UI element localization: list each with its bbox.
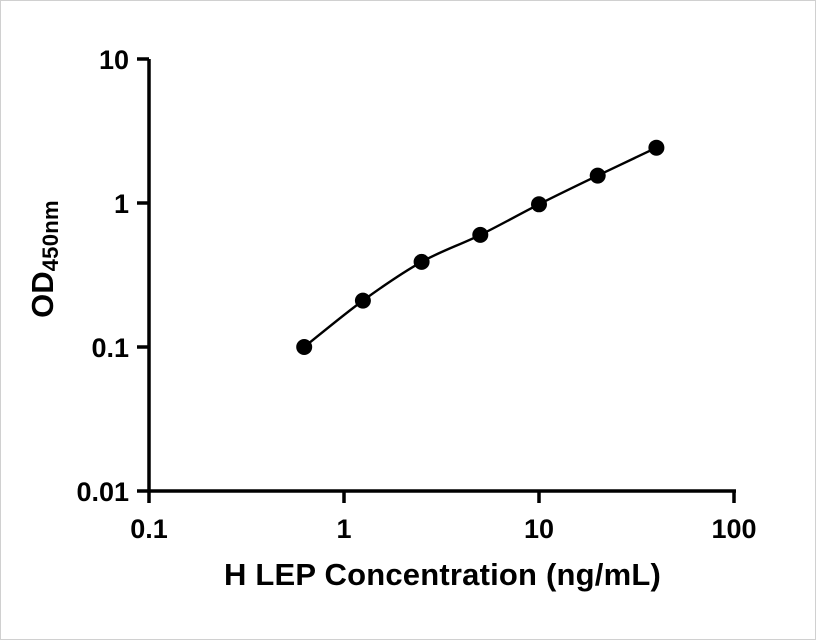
- data-point: [472, 226, 489, 243]
- data-point: [354, 292, 371, 309]
- y-axis-title-main: OD: [25, 271, 60, 318]
- y-axis-title: OD450nm: [25, 200, 63, 318]
- data-point: [648, 139, 665, 156]
- y-axis-title-subscript: 450nm: [38, 200, 63, 272]
- data-point: [413, 253, 430, 270]
- data-point: [296, 339, 313, 355]
- x-axis-title: H LEP Concentration (ng/mL): [223, 557, 662, 592]
- x-tick-label: 0.1: [130, 514, 168, 544]
- x-tick-label: 100: [711, 514, 756, 544]
- y-tick-label: 0.01: [76, 477, 129, 507]
- x-tick-label: 10: [524, 514, 554, 544]
- x-tick-label: 1: [336, 514, 351, 544]
- y-tick-label: 10: [99, 45, 129, 75]
- data-point: [589, 167, 606, 184]
- axes: [147, 59, 736, 493]
- y-tick-label: 0.1: [91, 333, 129, 363]
- y-tick-label: 1: [114, 189, 129, 219]
- data-point: [531, 196, 547, 213]
